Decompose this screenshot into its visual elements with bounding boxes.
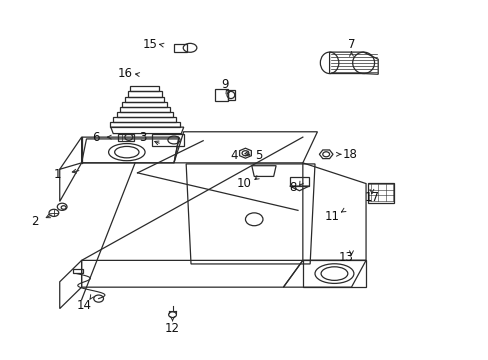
Text: 15: 15 [142, 38, 157, 51]
Text: 6: 6 [92, 131, 100, 144]
Text: 17: 17 [364, 192, 379, 204]
Text: 12: 12 [165, 322, 180, 335]
Text: 18: 18 [343, 148, 357, 162]
Text: 11: 11 [324, 210, 339, 223]
Text: 14: 14 [77, 299, 91, 312]
Text: 4: 4 [229, 149, 237, 162]
Text: 13: 13 [339, 251, 353, 264]
Text: 3: 3 [139, 131, 146, 144]
Text: 10: 10 [237, 177, 251, 190]
Text: 2: 2 [31, 215, 38, 228]
Text: 8: 8 [289, 181, 296, 194]
Text: 1: 1 [54, 168, 61, 181]
Text: 7: 7 [347, 38, 354, 51]
Text: 5: 5 [255, 149, 262, 162]
Text: 9: 9 [221, 78, 228, 91]
Text: 16: 16 [118, 67, 133, 80]
